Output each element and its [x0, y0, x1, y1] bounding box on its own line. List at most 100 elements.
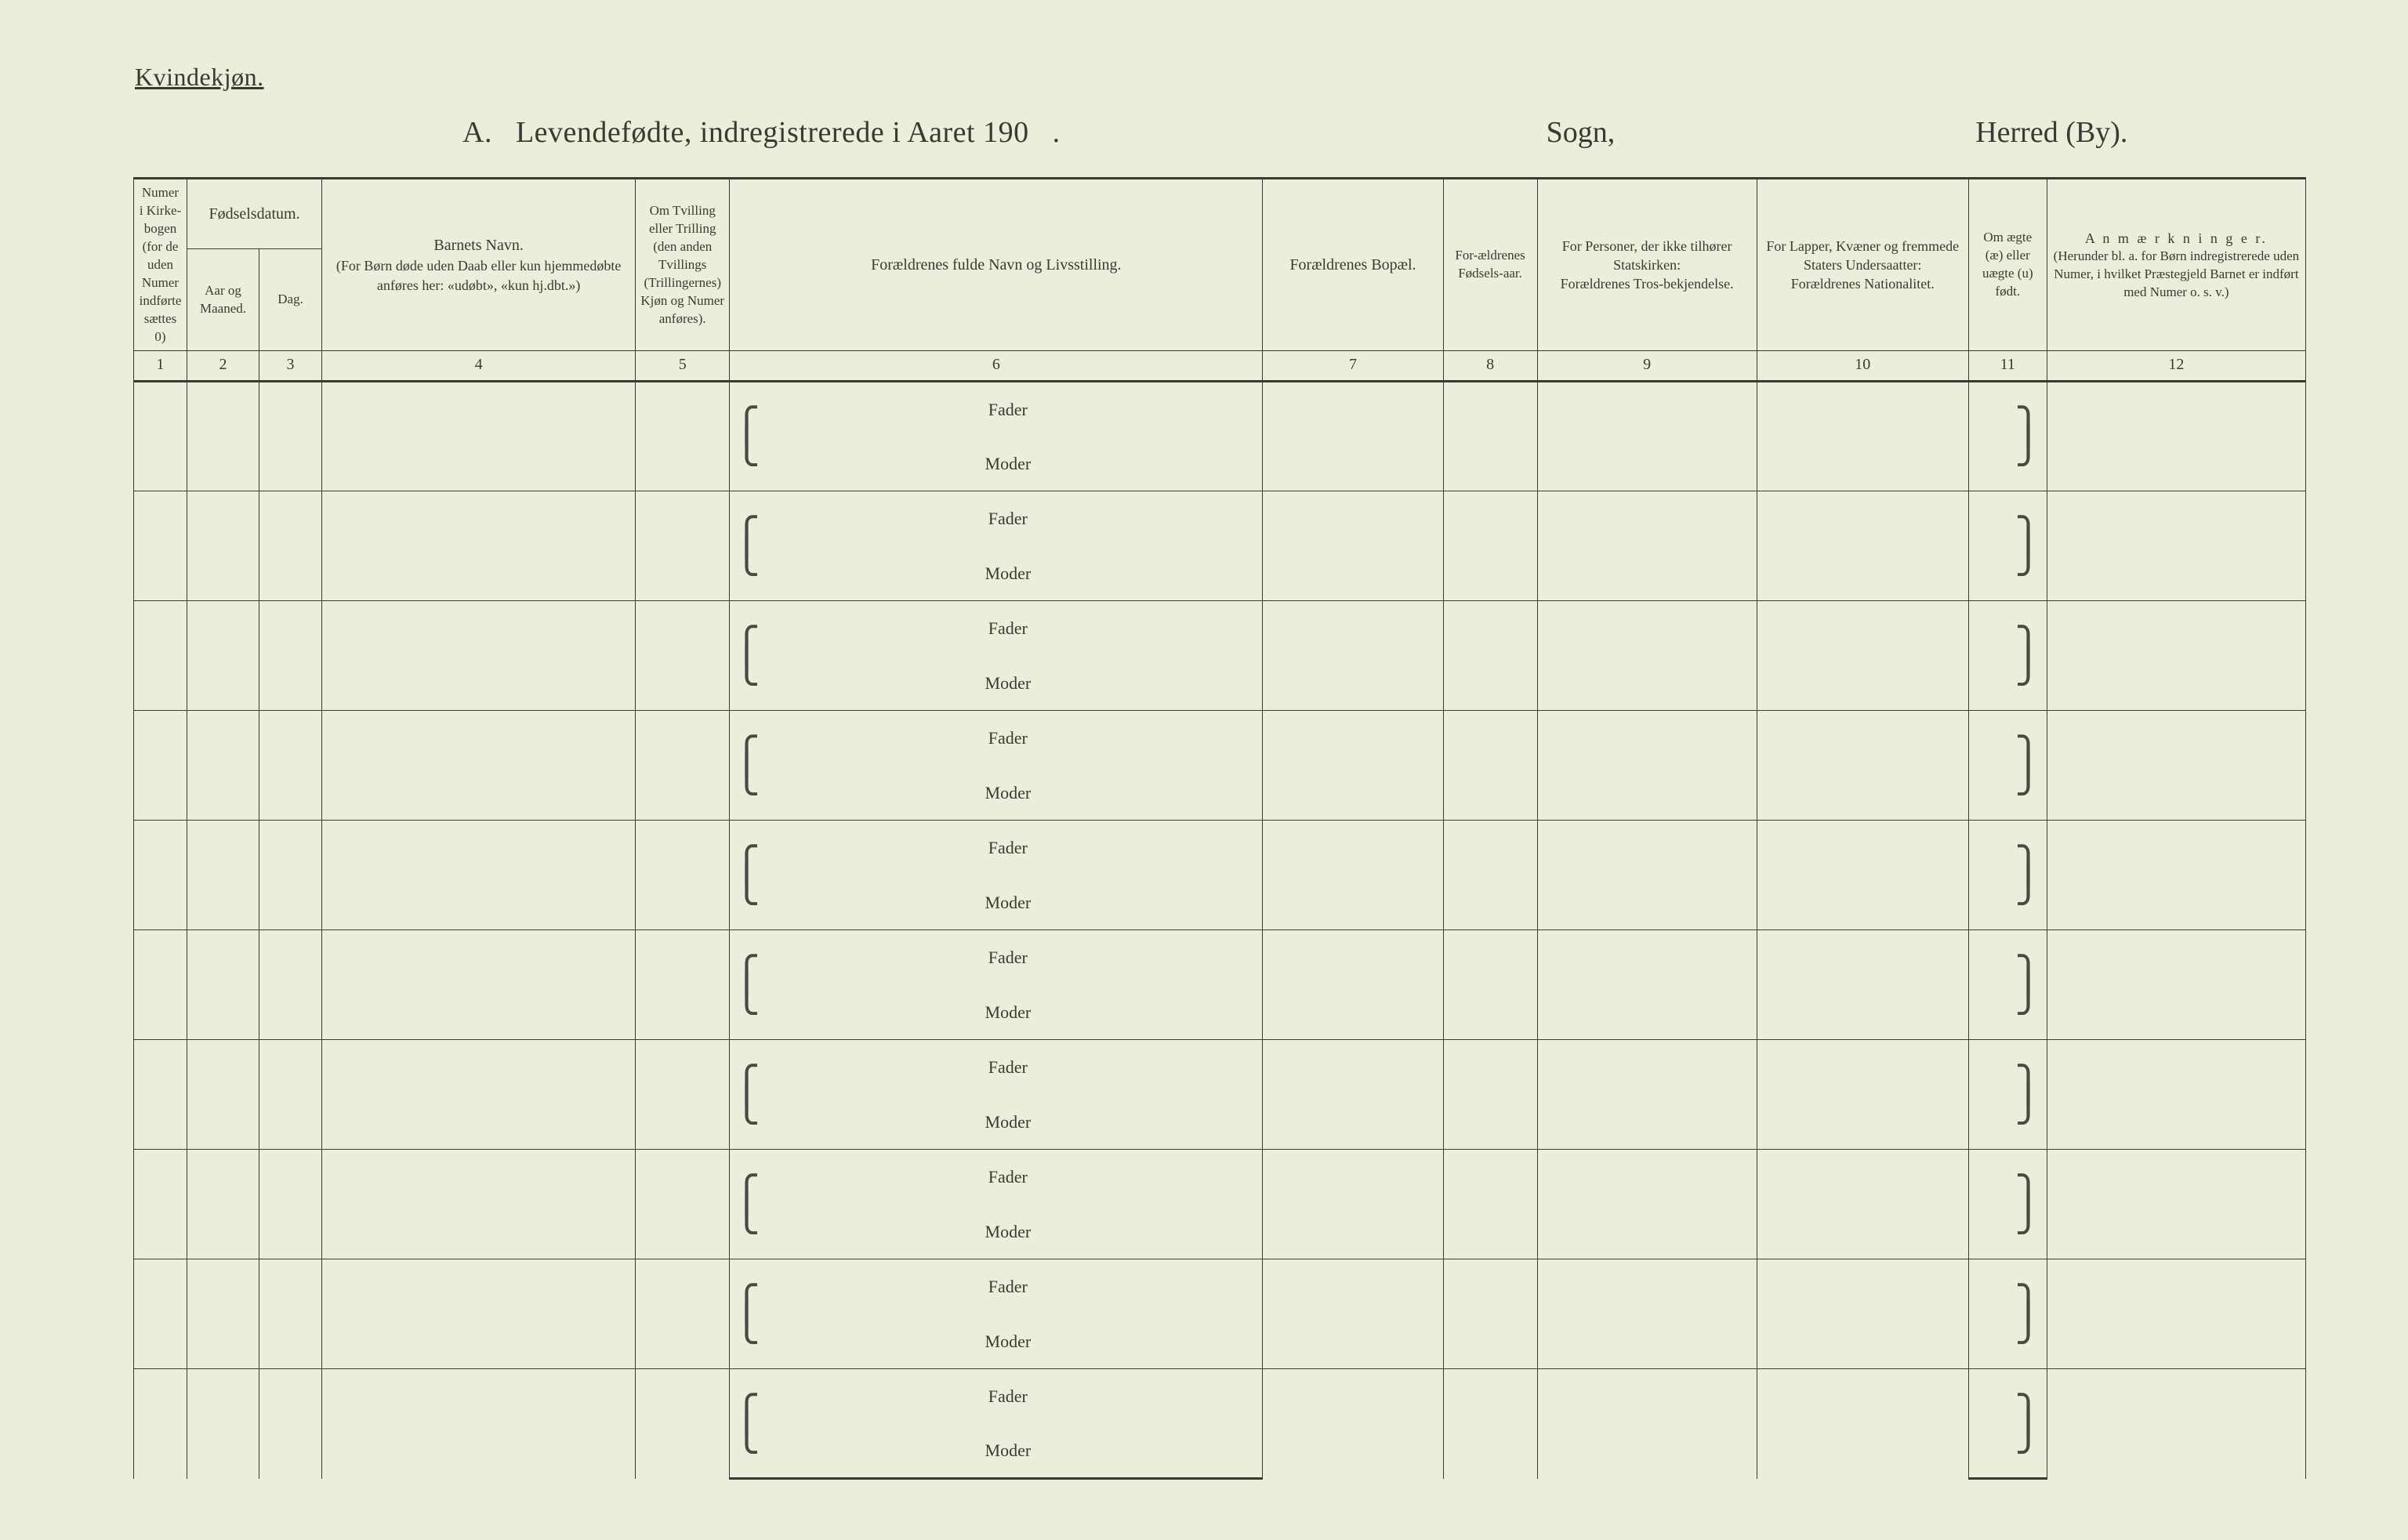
cell	[2047, 601, 2305, 711]
title-text: Levendefødte, indregistrerede i Aaret 19…	[516, 116, 1029, 149]
cell	[1443, 930, 1537, 1040]
colnum-12: 12	[2047, 351, 2305, 382]
table-row: ⎧Fader⎫	[134, 930, 2306, 985]
colnum-2: 2	[187, 351, 259, 382]
table-header: Numer i Kirke-bogen (for de uden Numer i…	[134, 179, 2306, 382]
cell	[1537, 1040, 1757, 1150]
cell	[1443, 382, 1537, 491]
table-row: ⎧Fader⎫	[134, 491, 2306, 546]
cell-legit: ⎭	[1968, 766, 2047, 821]
cell	[259, 601, 322, 711]
cell	[1443, 1369, 1537, 1479]
cell	[636, 1259, 730, 1369]
cell	[636, 711, 730, 821]
cell	[134, 821, 187, 930]
cell	[322, 601, 636, 711]
cell-parents: ⎧Fader	[730, 382, 1263, 437]
table-row: ⎧Fader⎫	[134, 1150, 2306, 1205]
register-table: Numer i Kirke-bogen (for de uden Numer i…	[133, 177, 2306, 1480]
cell	[2047, 1369, 2305, 1479]
hdr-col12-sub: (Herunder bl. a. for Børn indregistrered…	[2052, 248, 2301, 302]
colnum-11: 11	[1968, 351, 2047, 382]
title-dot: .	[1053, 116, 1061, 149]
hdr-col2-3-group: Fødselsdatum.	[187, 179, 322, 249]
cell	[187, 491, 259, 601]
register-page: Kvindekjøn. A. Levendefødte, indregistre…	[0, 0, 2408, 1540]
cell	[1757, 491, 1968, 601]
cell	[1443, 711, 1537, 821]
cell	[322, 382, 636, 491]
hdr-col2: Aar og Maaned.	[187, 249, 259, 351]
cell-parents: ⎧Fader	[730, 1369, 1263, 1424]
cell	[1757, 601, 1968, 711]
cell-legit: ⎭	[1968, 1205, 2047, 1259]
cell	[134, 1369, 187, 1479]
cell	[259, 1259, 322, 1369]
title-prefix: A.	[462, 116, 492, 149]
cell	[1537, 382, 1757, 491]
gender-label: Kvindekjøn.	[135, 63, 2306, 92]
cell	[1757, 711, 1968, 821]
colnum-8: 8	[1443, 351, 1537, 382]
cell-parents: ⎧Fader	[730, 491, 1263, 546]
hdr-col10-sub: Forældrenes Nationalitet.	[1762, 274, 1964, 293]
cell	[1757, 821, 1968, 930]
cell	[636, 491, 730, 601]
cell	[1757, 1369, 1968, 1479]
cell-parents: ⎩Moder	[730, 1095, 1263, 1150]
cell-parents: ⎧Fader	[730, 930, 1263, 985]
cell	[636, 1369, 730, 1479]
title-herred: Herred (By).	[1975, 115, 2127, 150]
hdr-col8: For-ældrenes Fødsels-aar.	[1443, 179, 1537, 351]
cell	[322, 711, 636, 821]
cell	[134, 491, 187, 601]
hdr-col9: For Personer, der ikke tilhører Statskir…	[1537, 179, 1757, 351]
cell	[187, 601, 259, 711]
cell	[259, 930, 322, 1040]
cell	[1757, 1150, 1968, 1259]
cell	[322, 1369, 636, 1479]
hdr-col6: Forældrenes fulde Navn og Livsstilling.	[730, 179, 1263, 351]
cell-parents: ⎩Moder	[730, 875, 1263, 930]
fader-label: Fader	[988, 1167, 1028, 1187]
moder-label: Moder	[985, 563, 1032, 583]
cell	[1537, 491, 1757, 601]
cell-legit: ⎭	[1968, 437, 2047, 491]
cell	[134, 930, 187, 1040]
cell	[1263, 382, 1443, 491]
moder-label: Moder	[985, 1002, 1032, 1022]
fader-label: Fader	[988, 1057, 1028, 1077]
cell	[2047, 1259, 2305, 1369]
cell	[2047, 930, 2305, 1040]
cell-parents: ⎧Fader	[730, 601, 1263, 656]
colnum-6: 6	[730, 351, 1263, 382]
cell-legit: ⎭	[1968, 1314, 2047, 1369]
cell-parents: ⎧Fader	[730, 821, 1263, 875]
cell	[1537, 821, 1757, 930]
cell	[2047, 1040, 2305, 1150]
cell	[636, 382, 730, 491]
cell	[259, 1150, 322, 1259]
table-body: ⎧Fader⎫⎩Moder⎭⎧Fader⎫⎩Moder⎭⎧Fader⎫⎩Mode…	[134, 382, 2306, 1479]
cell	[636, 1040, 730, 1150]
hdr-col11: Om ægte (æ) eller uægte (u) født.	[1968, 179, 2047, 351]
cell-legit: ⎭	[1968, 1095, 2047, 1150]
cell	[1263, 491, 1443, 601]
cell	[322, 1259, 636, 1369]
cell	[134, 1259, 187, 1369]
cell	[259, 382, 322, 491]
cell	[259, 821, 322, 930]
table-row: ⎧Fader⎫	[134, 1259, 2306, 1314]
hdr-col4: Barnets Navn. (For Børn døde uden Daab e…	[322, 179, 636, 351]
cell	[187, 1259, 259, 1369]
cell	[1443, 1150, 1537, 1259]
colnum-10: 10	[1757, 351, 1968, 382]
cell	[259, 711, 322, 821]
cell	[187, 1040, 259, 1150]
moder-label: Moder	[985, 893, 1032, 912]
column-number-row: 1 2 3 4 5 6 7 8 9 10 11 12	[134, 351, 2306, 382]
cell-legit: ⎭	[1968, 875, 2047, 930]
cell-legit: ⎭	[1968, 1424, 2047, 1479]
cell-legit: ⎭	[1968, 546, 2047, 601]
cell	[134, 382, 187, 491]
